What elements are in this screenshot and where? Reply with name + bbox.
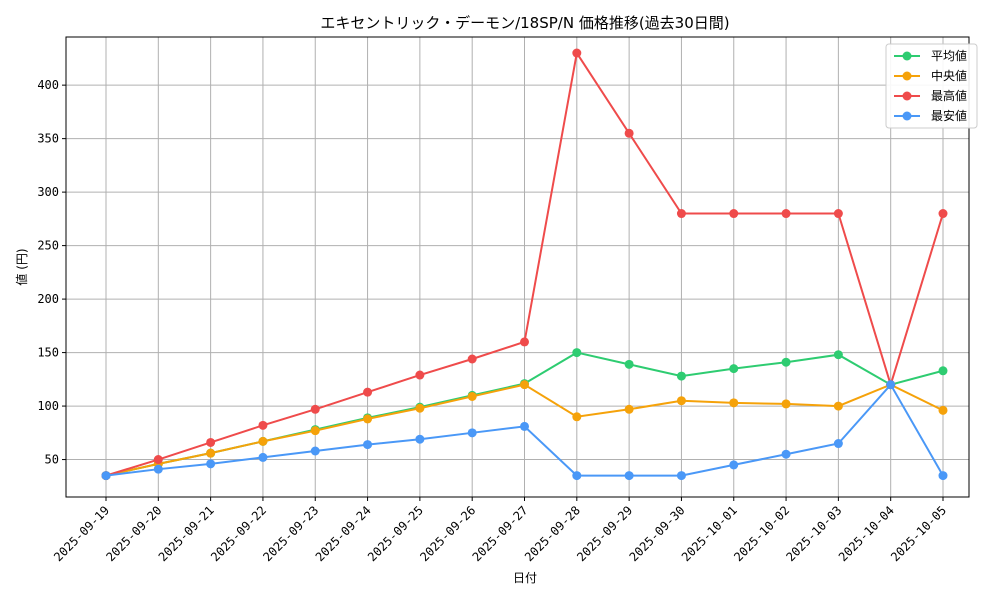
x-axis-ticks: 2025-09-192025-09-202025-09-212025-09-22… — [51, 497, 949, 564]
data-point — [258, 436, 268, 446]
data-point — [781, 399, 791, 409]
legend-label: 平均値 — [931, 48, 967, 63]
data-point — [729, 460, 739, 470]
data-point — [676, 209, 686, 219]
x-axis-label: 日付 — [513, 571, 537, 585]
data-point — [572, 48, 582, 58]
data-point — [886, 380, 896, 390]
data-point — [415, 370, 425, 380]
chart-title: エキセントリック・デーモン/18SP/N 価格推移(過去30日間) — [320, 14, 729, 32]
data-point — [624, 128, 634, 138]
data-point — [833, 209, 843, 219]
data-point — [938, 209, 948, 219]
data-point — [729, 364, 739, 374]
data-point — [363, 387, 373, 397]
y-tick-label: 250 — [37, 239, 59, 253]
data-point — [153, 464, 163, 474]
data-point — [363, 414, 373, 424]
x-tick-label: 2025-10-05 — [888, 503, 949, 564]
data-point — [833, 439, 843, 449]
y-tick-label: 400 — [37, 78, 59, 92]
legend-label: 最高値 — [931, 88, 967, 103]
data-point — [363, 440, 373, 450]
y-tick-label: 150 — [37, 346, 59, 360]
data-point — [938, 405, 948, 415]
data-point — [676, 396, 686, 406]
data-point — [676, 371, 686, 381]
data-point — [520, 421, 529, 431]
y-axis-label: 値 (円) — [14, 248, 29, 285]
data-point — [729, 398, 739, 408]
data-point — [833, 350, 843, 360]
y-tick-label: 300 — [37, 185, 59, 199]
legend-item: 最安値 — [894, 108, 967, 123]
legend-label: 最安値 — [931, 108, 967, 123]
data-point — [467, 428, 477, 438]
legend-marker — [902, 111, 912, 121]
data-point — [781, 357, 791, 367]
legend-item: 中央値 — [894, 68, 967, 83]
series-lines — [101, 48, 948, 481]
data-point — [781, 449, 791, 459]
data-point — [624, 471, 634, 481]
y-tick-label: 50 — [45, 453, 59, 467]
legend-item: 平均値 — [894, 48, 967, 63]
series-4 — [101, 380, 948, 481]
legend-label: 中央値 — [931, 68, 967, 83]
data-point — [938, 366, 948, 376]
data-point — [572, 412, 582, 422]
data-point — [206, 459, 216, 469]
data-point — [310, 404, 320, 414]
data-point — [258, 452, 268, 462]
data-point — [153, 455, 163, 465]
data-point — [467, 354, 477, 364]
data-point — [572, 348, 582, 358]
data-point — [520, 380, 529, 390]
legend-marker — [902, 91, 912, 101]
data-point — [415, 403, 425, 413]
data-point — [206, 448, 216, 458]
data-point — [729, 209, 739, 219]
y-axis-ticks: 50 100 150 200 250 300 350 400 — [37, 78, 66, 467]
data-point — [676, 471, 686, 481]
data-point — [415, 434, 425, 444]
data-point — [467, 391, 477, 401]
data-point — [833, 401, 843, 411]
data-point — [206, 437, 216, 447]
data-point — [520, 337, 529, 347]
data-point — [101, 471, 111, 481]
data-point — [310, 426, 320, 436]
y-tick-label: 100 — [37, 399, 59, 413]
legend-item: 最高値 — [894, 88, 967, 103]
y-tick-label: 350 — [37, 132, 59, 146]
data-point — [310, 446, 320, 456]
plot-area — [65, 36, 970, 498]
y-tick-label: 200 — [37, 292, 59, 306]
legend-marker — [902, 71, 912, 81]
data-point — [781, 209, 791, 219]
data-point — [624, 359, 634, 369]
data-point — [938, 471, 948, 481]
legend-box — [885, 43, 978, 129]
data-point — [258, 420, 268, 430]
data-point — [572, 471, 582, 481]
series-3 — [101, 48, 948, 481]
data-point — [624, 404, 634, 414]
legend-marker — [902, 51, 912, 61]
